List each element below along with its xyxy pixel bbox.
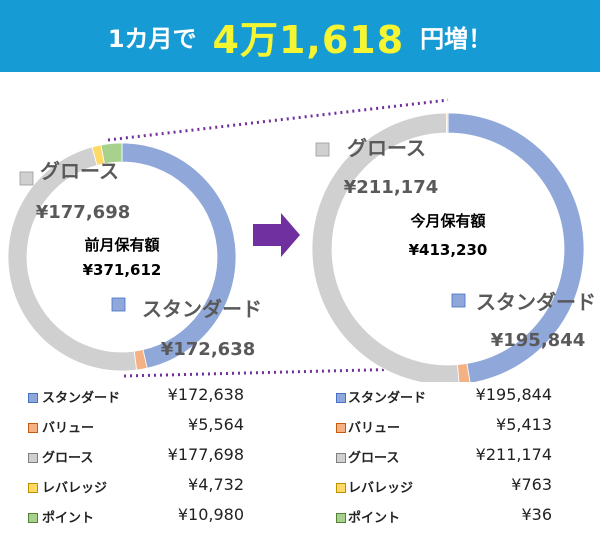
prev-center-label: 前月保有額 xyxy=(84,236,159,254)
legend-value-growth: ¥211,174 xyxy=(475,445,552,464)
legend-row-point: ポイント ¥36 xyxy=(330,505,590,535)
legend-swatch-growth xyxy=(28,453,38,463)
headline-banner: 1カ月で 4万1,618 円増！ xyxy=(0,0,600,72)
legend-swatch-leverage xyxy=(336,483,346,493)
legend-name-growth: グロース xyxy=(42,451,94,466)
legend-value-value: ¥5,413 xyxy=(496,415,552,434)
curr-growth-name: グロース xyxy=(347,136,426,160)
legend-name-growth: グロース xyxy=(348,451,400,466)
legend-name-point: ポイント xyxy=(42,511,95,526)
legend-swatch-point xyxy=(28,513,38,523)
headline-suffix: 円増！ xyxy=(420,24,493,53)
curr-standard-marker xyxy=(451,293,466,308)
legend-name-point: ポイント xyxy=(348,511,401,526)
curr-growth-marker xyxy=(315,142,330,157)
prev-standard-marker xyxy=(111,297,126,312)
prev-standard-value: ¥172,638 xyxy=(161,339,256,360)
donut-charts: 前月保有額 ¥371,612 グロース ¥177,698 スタンダード ¥172,638 今… xyxy=(7,98,596,382)
legend-previous-month: スタンダード ¥172,638 バリュー ¥5,564 グロース ¥177,698 レバレッ… xyxy=(28,385,278,535)
legend-row-value: バリュー ¥5,413 xyxy=(330,415,590,445)
legend-swatch-growth xyxy=(336,453,346,463)
legend-value-value: ¥5,564 xyxy=(188,415,244,434)
legend-value-standard: ¥195,844 xyxy=(475,385,552,404)
curr-center-label: 今月保有額 xyxy=(409,212,485,230)
prev-slice-point xyxy=(100,142,123,165)
legend-swatch-point xyxy=(336,513,346,523)
legend-row-leverage: レバレッジ ¥4,732 xyxy=(28,475,278,505)
legend-value-point: ¥10,980 xyxy=(177,505,244,524)
curr-slice-standard xyxy=(447,112,585,382)
curr-standard-name: スタンダード xyxy=(476,290,596,314)
prev-growth-name: グロース xyxy=(40,159,119,183)
prev-growth-marker xyxy=(19,171,34,186)
legend-current-month: スタンダード ¥195,844 バリュー ¥5,413 グロース ¥211,174 レバレッ… xyxy=(330,385,590,535)
curr-center-value: ¥413,230 xyxy=(409,241,488,259)
legend-swatch-standard xyxy=(28,393,38,403)
legend-value-leverage: ¥4,732 xyxy=(188,475,244,494)
arrow-icon xyxy=(253,213,300,257)
prev-slice-standard xyxy=(121,142,237,369)
legend-value-standard: ¥172,638 xyxy=(167,385,244,404)
legend-name-leverage: レバレッジ xyxy=(348,481,414,496)
prev-standard-name: スタンダード xyxy=(142,297,262,321)
prev-center-value: ¥371,612 xyxy=(83,261,162,279)
legend-name-standard: スタンダード xyxy=(348,391,427,406)
legend-row-value: バリュー ¥5,564 xyxy=(28,415,278,445)
legend-swatch-value xyxy=(28,423,38,433)
legend-name-standard: スタンダード xyxy=(42,391,121,406)
legend-name-value: バリュー xyxy=(348,421,401,436)
legend-swatch-value xyxy=(336,423,346,433)
curr-standard-value: ¥195,844 xyxy=(491,330,586,351)
legend-row-leverage: レバレッジ ¥763 xyxy=(330,475,590,505)
legend-value-leverage: ¥763 xyxy=(511,475,552,494)
legend-swatch-standard xyxy=(336,393,346,403)
prev-growth-value: ¥177,698 xyxy=(36,202,131,223)
legend-value-growth: ¥177,698 xyxy=(167,445,244,464)
headline-prefix: 1カ月で xyxy=(107,24,197,53)
legend-value-point: ¥36 xyxy=(521,505,552,524)
legend-row-growth: グロース ¥211,174 xyxy=(330,445,590,475)
curr-growth-value: ¥211,174 xyxy=(344,177,439,198)
legend-row-point: ポイント ¥10,980 xyxy=(28,505,278,535)
legend-swatch-leverage xyxy=(28,483,38,493)
legend-row-standard: スタンダード ¥195,844 xyxy=(330,385,590,415)
legend-row-standard: スタンダード ¥172,638 xyxy=(28,385,278,415)
legend-name-value: バリュー xyxy=(42,421,95,436)
legend-row-growth: グロース ¥177,698 xyxy=(28,445,278,475)
legend-name-leverage: レバレッジ xyxy=(42,481,108,496)
headline-amount: 4万1,618 xyxy=(212,17,405,62)
